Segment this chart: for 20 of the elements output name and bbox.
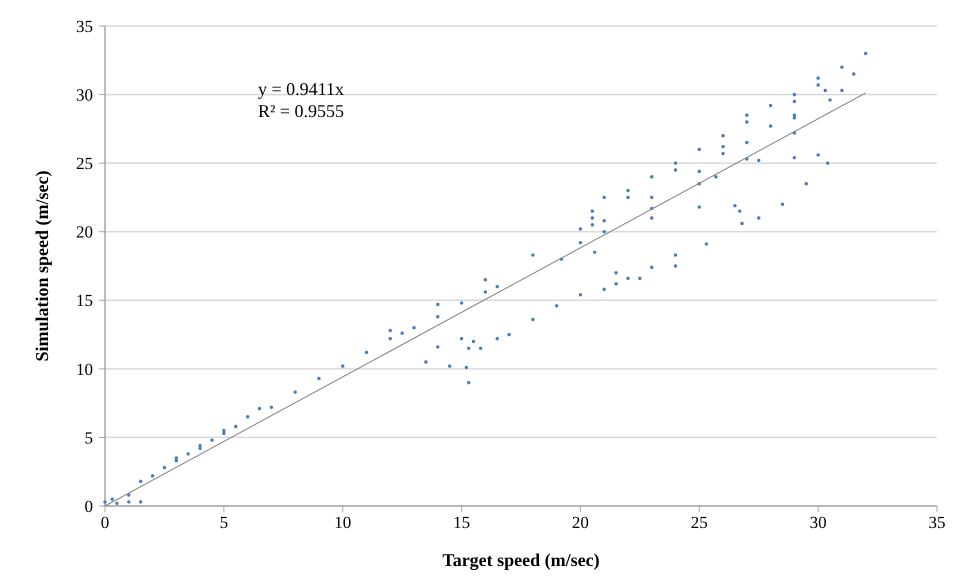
y-tick-label: 20: [76, 222, 93, 242]
y-tick-label: 10: [76, 360, 93, 379]
x-tick-label: 25: [690, 513, 708, 532]
x-tick-label: 35: [928, 513, 946, 532]
x-tick-label: 5: [220, 513, 228, 532]
x-tick-label: 15: [453, 513, 470, 532]
x-tick-label: 30: [810, 513, 827, 532]
x-tick-label: 20: [572, 513, 589, 532]
y-tick-label: 15: [76, 291, 93, 310]
x-tick-label: 0: [100, 513, 110, 532]
y-tick-label: 25: [76, 154, 93, 174]
y-axis-title: Simulation speed (m/sec): [32, 170, 52, 362]
y-tick-label: 30: [76, 86, 93, 105]
y-tick-label: 5: [84, 428, 93, 448]
x-axis-title: Target speed (m/sec): [442, 550, 600, 570]
x-tick-label: 10: [334, 513, 352, 532]
annotation: R² = 0.9555: [258, 101, 344, 121]
annotation: y = 0.9411x: [258, 79, 344, 99]
y-tick-label: 0: [84, 496, 93, 516]
y-tick-label: 35: [76, 16, 93, 36]
